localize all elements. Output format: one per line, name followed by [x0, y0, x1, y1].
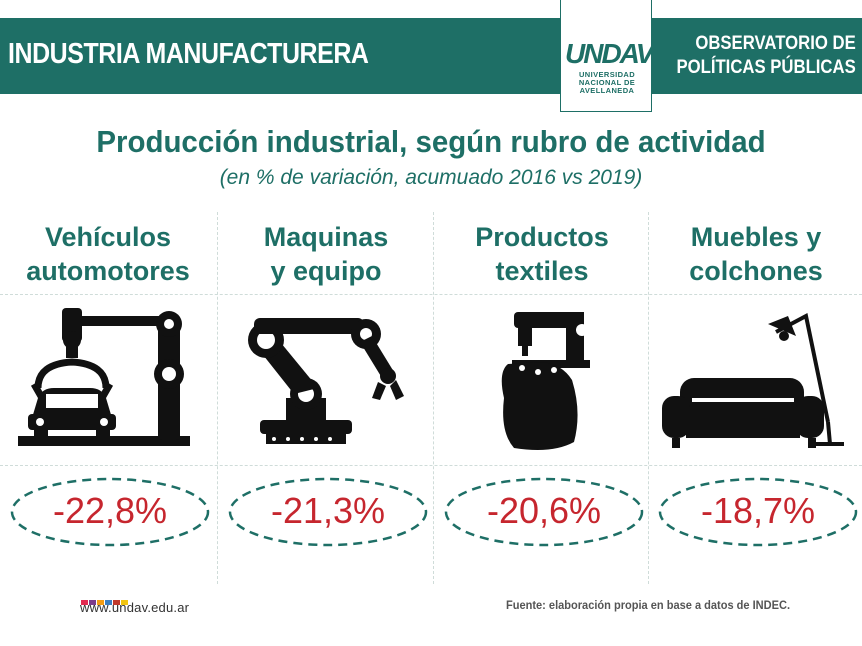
color-dot [105, 600, 112, 605]
color-dot [97, 600, 104, 605]
observatorio-line: POLÍTICAS PÚBLICAS [676, 57, 856, 78]
category-column: Productos textiles -20,6% [434, 212, 650, 584]
sewing-machine-icon [501, 312, 590, 450]
value-ellipse [228, 477, 428, 547]
category-label-line: automotores [26, 256, 190, 286]
value-ellipse [444, 477, 644, 547]
column-divider [648, 212, 649, 584]
observatorio-label: OBSERVATORIO DE POLÍTICAS PÚBLICAS [677, 32, 856, 80]
value-ellipse [658, 477, 858, 547]
value-badge: -18,7% [656, 474, 860, 550]
value-ellipse [10, 477, 210, 547]
category-column: Maquinas y equipo -21,3% [218, 212, 434, 584]
chart-title: Producción industrial, según rubro de ac… [96, 124, 766, 159]
website-link[interactable]: www.undav.edu.ar [80, 600, 190, 615]
logo-line: AVELLANEDA [579, 86, 635, 95]
value-label: -22,8% [52, 490, 168, 531]
color-dot [113, 600, 120, 605]
sofa-lamp-icon [662, 312, 844, 448]
category-column: Muebles y colchones -18,7% [648, 212, 862, 584]
footer-color-dots [81, 592, 129, 610]
logo-line: UNIVERSIDAD [578, 70, 636, 79]
category-label-line: Vehículos [44, 222, 172, 252]
chart-subtitle: (en % de variación, acumuado 2016 vs 201… [219, 166, 643, 189]
category-label-line: Maquinas [263, 222, 389, 252]
logo-subtitle: UNIVERSIDAD NACIONAL DE AVELLANEDA [565, 71, 649, 95]
color-dot [81, 600, 88, 605]
category-label-line: colchones [689, 256, 823, 286]
value-badge: -22,8% [8, 474, 212, 550]
value-label: -20,6% [486, 490, 602, 531]
category-label: Vehículos automotores [0, 220, 216, 288]
value-badge: -20,6% [442, 474, 646, 550]
header-title: INDUSTRIA MANUFACTURERA [8, 38, 369, 70]
row-divider [0, 465, 862, 466]
category-column: Vehículos automotores -22,8% [0, 212, 216, 584]
category-label-line: Muebles y [690, 222, 822, 252]
row-divider [0, 294, 862, 295]
car-assembly-icon [18, 308, 190, 446]
undav-logo: UNDAV UNIVERSIDAD NACIONAL DE AVELLANEDA [560, 0, 654, 112]
column-divider [433, 212, 434, 584]
value-label: -18,7% [700, 490, 816, 531]
logo-line: NACIONAL DE [578, 78, 636, 87]
category-label-line: textiles [495, 256, 589, 286]
color-dot [121, 600, 128, 605]
category-label: Maquinas y equipo [218, 220, 434, 288]
logo-mark: UNDAV [565, 38, 654, 69]
category-label: Productos textiles [434, 220, 650, 288]
source-note: Fuente: elaboración propia en base a dat… [506, 598, 791, 612]
header-banner [0, 18, 862, 94]
value-badge: -21,3% [226, 474, 430, 550]
column-divider [217, 212, 218, 584]
category-label-line: Productos [475, 222, 609, 252]
category-label-line: y equipo [270, 256, 382, 286]
value-label: -21,3% [270, 490, 386, 531]
robot-arm-icon [248, 318, 404, 444]
category-label: Muebles y colchones [648, 220, 862, 288]
observatorio-line: OBSERVATORIO DE [695, 33, 856, 54]
color-dot [89, 600, 96, 605]
